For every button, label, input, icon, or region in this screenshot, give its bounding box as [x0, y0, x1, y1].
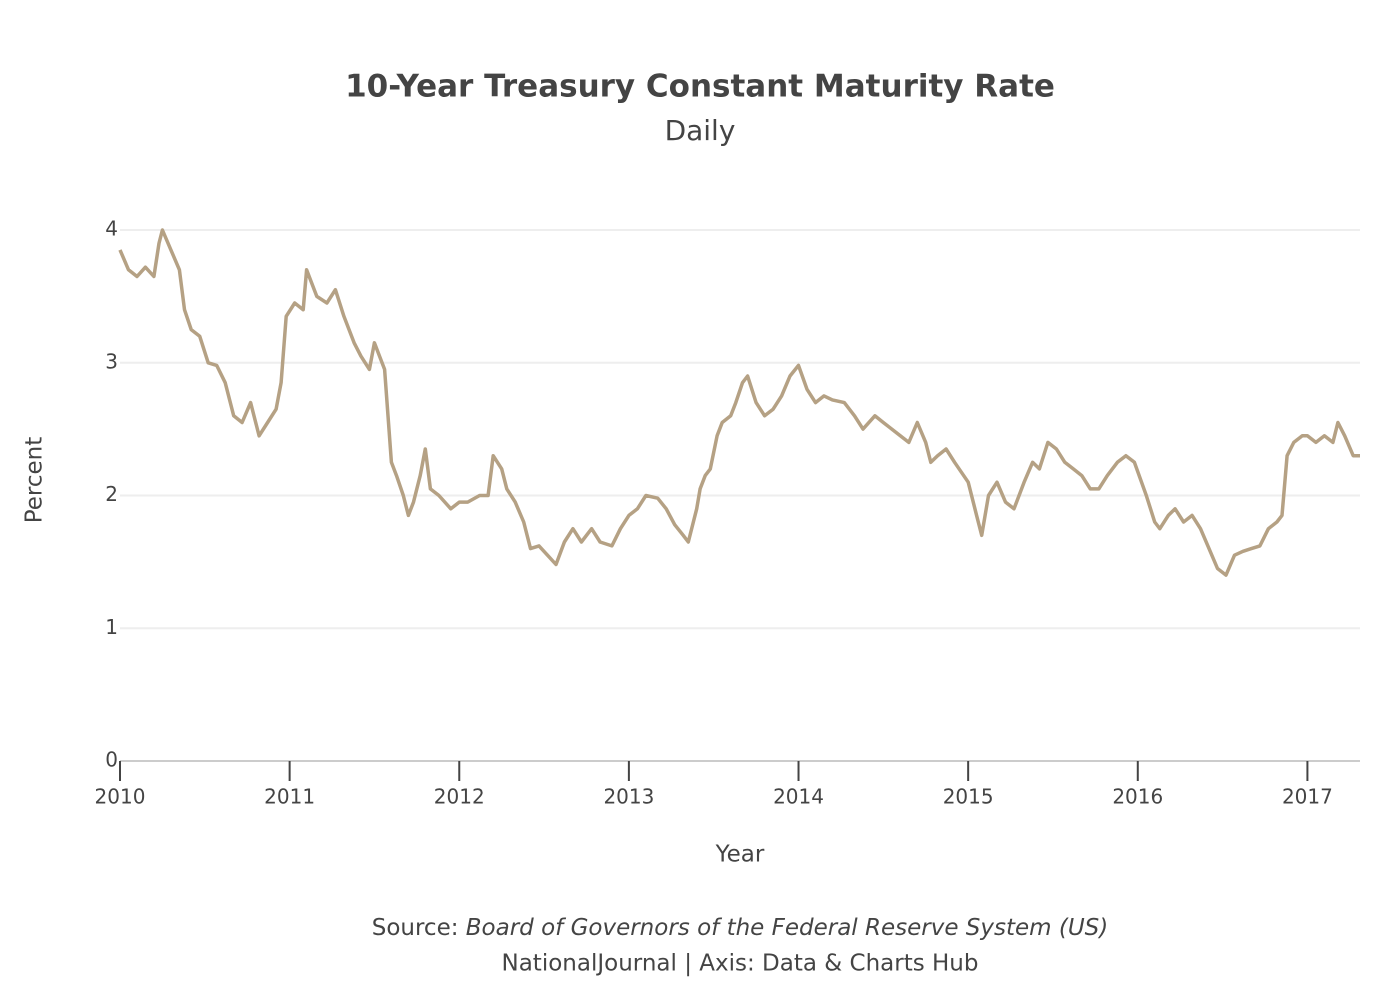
chart-title: 10-Year Treasury Constant Maturity Rate: [345, 69, 1055, 105]
source-name: Board of Governors of the Federal Reserv…: [466, 915, 1108, 941]
y-tick-label: 0: [105, 748, 118, 772]
y-tick-label: 4: [105, 217, 118, 241]
y-axis-label: Percent: [22, 437, 48, 524]
source-label: Source:: [372, 915, 459, 941]
x-tick-label: 2016: [1112, 785, 1163, 809]
x-tick-label: 2012: [434, 785, 485, 809]
x-tick-label: 2011: [264, 785, 315, 809]
source: Source: Board of Governors of the Federa…: [372, 915, 1109, 941]
chart-subtitle: Daily: [665, 114, 736, 147]
y-tick-label: 1: [105, 615, 118, 639]
y-tick-label: 2: [105, 482, 118, 506]
x-tick-label: 2010: [95, 785, 146, 809]
credit: NationalJournal | Axis: Data & Charts Hu…: [502, 951, 979, 977]
data-line: [118, 228, 1360, 577]
y-tick-label: 3: [105, 349, 118, 373]
x-tick-label: 2017: [1282, 785, 1333, 809]
x-tick-label: 2015: [943, 785, 994, 809]
x-tick-label: 2014: [773, 785, 824, 809]
x-axis-label: Year: [715, 842, 765, 868]
x-tick-label: 2013: [603, 785, 654, 809]
